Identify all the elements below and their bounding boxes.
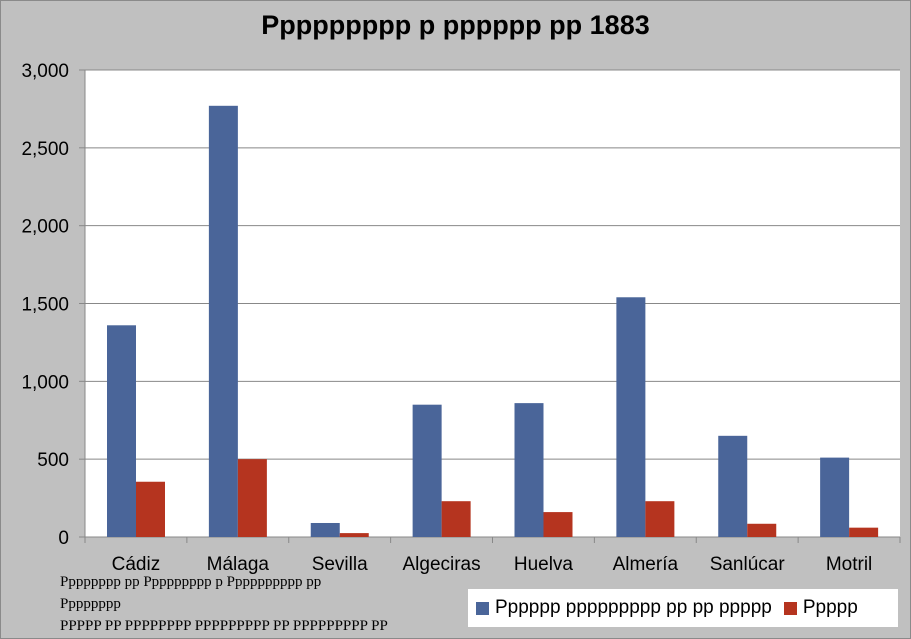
x-tick-label: Almería [613, 554, 679, 575]
bar [136, 481, 165, 537]
bar [514, 403, 544, 537]
y-tick-label: 500 [37, 450, 69, 471]
bar [849, 527, 879, 537]
y-tick-label: 1,000 [21, 372, 69, 393]
note-line-2: Pppppppp [60, 596, 121, 612]
y-tick-label: 1,500 [21, 295, 69, 316]
y-tick-label: 2,500 [21, 139, 69, 160]
bar [645, 501, 675, 537]
legend-swatch-series-1 [476, 601, 489, 615]
y-tick-label: 0 [58, 528, 69, 549]
x-tick-label: Huelva [514, 554, 574, 575]
y-tick-label: 2,000 [21, 217, 69, 238]
y-tick-label: 3,000 [21, 61, 69, 82]
bar [616, 297, 646, 537]
bar [747, 523, 777, 537]
bar [543, 512, 573, 537]
bar [310, 522, 340, 537]
x-tick-label: Sevilla [312, 554, 368, 575]
legend-label-series-2: Ppppp [802, 597, 858, 618]
bar [820, 457, 850, 537]
bar [208, 105, 238, 537]
x-tick-label: Algeciras [402, 554, 480, 575]
x-tick-label: Málaga [207, 554, 270, 575]
legend-item-series-1: Pppppp ppppppppp pp pp ppppp [476, 597, 772, 619]
x-tick-label: Sanlúcar [710, 554, 786, 575]
x-tick-label: Cádiz [112, 554, 161, 575]
note-line-1: Pppppppp pp Ppppppppp p Pppppppppp pp [60, 574, 322, 590]
legend-label-series-1: Pppppp ppppppppp pp pp ppppp [495, 597, 772, 618]
bar [107, 325, 136, 537]
chart-legend: Pppppp ppppppppp pp pp ppppp Ppppp [468, 589, 898, 627]
bar [718, 435, 748, 537]
bar [412, 404, 442, 537]
bar [237, 459, 267, 537]
legend-item-series-2: Ppppp [783, 597, 858, 619]
bar [441, 501, 471, 537]
bar [339, 533, 369, 537]
note-line-3: PPPPP PP PPPPPPPP PPPPPPPPP PP PPPPPPPPP… [60, 618, 388, 634]
x-tick-label: Motril [826, 554, 872, 575]
source-note: Pppppppp pp Ppppppppp p Pppppppppp pp Pp… [60, 571, 460, 637]
chart-title: Ppppppppp p pppppp pp 1883 [261, 10, 650, 40]
legend-swatch-series-2 [783, 601, 797, 615]
